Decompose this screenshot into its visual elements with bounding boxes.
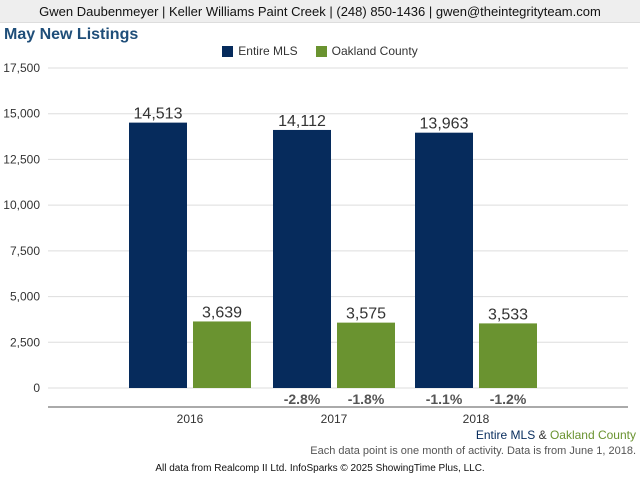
y-tick-label: 5,000 [10,290,40,304]
contact-text: Gwen Daubenmeyer | Keller Williams Paint… [39,3,601,19]
data-label-oakland-county: 3,533 [488,306,528,323]
y-tick-label: 7,500 [10,244,40,258]
legend-swatch-oakland-county [315,45,327,57]
y-tick-label: 17,500 [3,61,40,75]
data-label-oakland-county: 3,575 [346,306,386,323]
footer-series-legend: Entire MLS & Oakland County [476,428,636,442]
change-label-entire-mls: -1.1% [426,391,463,407]
data-label-entire-mls: 13,963 [420,116,469,133]
legend-item-entire-mls[interactable]: Entire MLS [222,44,298,58]
legend: Entire MLS Oakland County [0,44,640,58]
x-tick-label: 2018 [463,412,490,426]
y-tick-label: 10,000 [3,198,40,212]
legend-item-oakland-county[interactable]: Oakland County [315,44,418,58]
footer-ampersand: & [538,428,547,442]
change-label-oakland-county: -1.2% [490,391,527,407]
bar-entire-mls [129,122,187,388]
data-label-oakland-county: 3,639 [202,304,242,321]
data-label-entire-mls: 14,112 [278,113,326,130]
x-tick-label: 2016 [177,412,204,426]
legend-label-oakland-county: Oakland County [331,44,418,58]
change-label-entire-mls: -2.8% [284,391,321,407]
footer-credit: All data from Realcomp II Ltd. InfoSpark… [155,463,485,474]
bar-entire-mls [273,129,331,388]
chart-title: May New Listings [4,26,139,43]
bar-entire-mls [415,132,473,388]
bar-oakland-county [193,321,251,388]
y-tick-label: 12,500 [3,152,40,166]
contact-header: Gwen Daubenmeyer | Keller Williams Paint… [0,0,640,23]
x-tick-label: 2017 [321,412,348,426]
data-label-entire-mls: 14,513 [134,106,183,123]
legend-swatch-entire-mls [222,45,234,57]
bar-oakland-county [479,323,537,388]
footer-series-entire-mls: Entire MLS [475,428,536,442]
bar-chart: 0 2,500 5,000 7,500 10,000 12,500 15,000 17,500… [3,61,628,426]
y-tick-label: 0 [33,381,40,395]
y-tick-label: 2,500 [10,335,40,349]
bar-oakland-county [337,322,395,388]
y-tick-label: 15,000 [3,107,40,121]
footer-note: Each data point is one month of activity… [310,445,636,457]
change-label-oakland-county: -1.8% [348,391,385,407]
legend-label-entire-mls: Entire MLS [238,44,298,58]
footer-series-oakland-county: Oakland County [549,428,636,442]
